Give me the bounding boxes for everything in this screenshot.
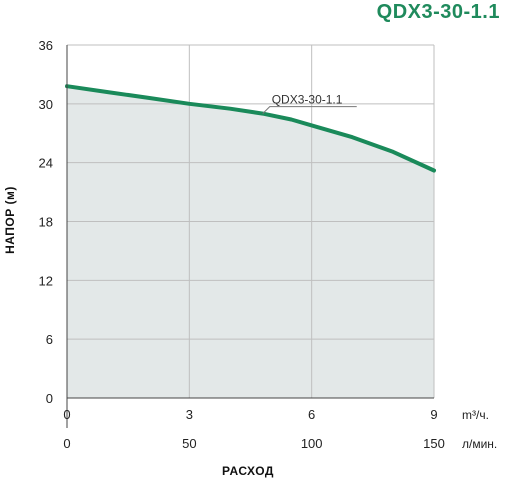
x-tick-label-9: 9 xyxy=(430,407,437,422)
series-label: QDX3-30-1.1 xyxy=(272,93,343,107)
area-fill xyxy=(67,86,434,398)
x-secondary-tick-label-150: 150 xyxy=(423,436,445,451)
x-secondary-tick-label-100: 100 xyxy=(301,436,323,451)
x-tick-label-0: 0 xyxy=(63,407,70,422)
x-secondary-tick-labels: 0 50 100 150 xyxy=(63,436,444,451)
y-tick-label-24: 24 xyxy=(39,156,53,171)
y-tick-label-12: 12 xyxy=(39,273,53,288)
x-secondary-tick-label-50: 50 xyxy=(182,436,196,451)
y-tick-label-30: 30 xyxy=(39,97,53,112)
y-axis-title: НАПОР (м) xyxy=(3,186,17,254)
x-tick-labels: 0 3 6 9 xyxy=(63,407,437,422)
y-tick-label-18: 18 xyxy=(39,215,53,230)
x-tick-label-6: 6 xyxy=(308,407,315,422)
series-label-callout: QDX3-30-1.1 xyxy=(262,93,357,114)
y-tick-label-6: 6 xyxy=(46,332,53,347)
y-tick-label-36: 36 xyxy=(39,38,53,53)
y-tick-labels: 0 6 12 18 24 30 36 xyxy=(39,38,53,406)
x-unit-primary: m³/ч. xyxy=(462,408,489,422)
x-tick-label-3: 3 xyxy=(186,407,193,422)
x-axis-title: РАСХОД xyxy=(222,464,274,478)
y-tick-label-0: 0 xyxy=(46,391,53,406)
series-label-leader xyxy=(262,106,357,114)
x-secondary-tick-label-0: 0 xyxy=(63,436,70,451)
x-unit-secondary: л/мин. xyxy=(462,437,497,451)
chart-title: QDX3-30-1.1 xyxy=(377,1,500,23)
grid-lines xyxy=(66,44,435,399)
